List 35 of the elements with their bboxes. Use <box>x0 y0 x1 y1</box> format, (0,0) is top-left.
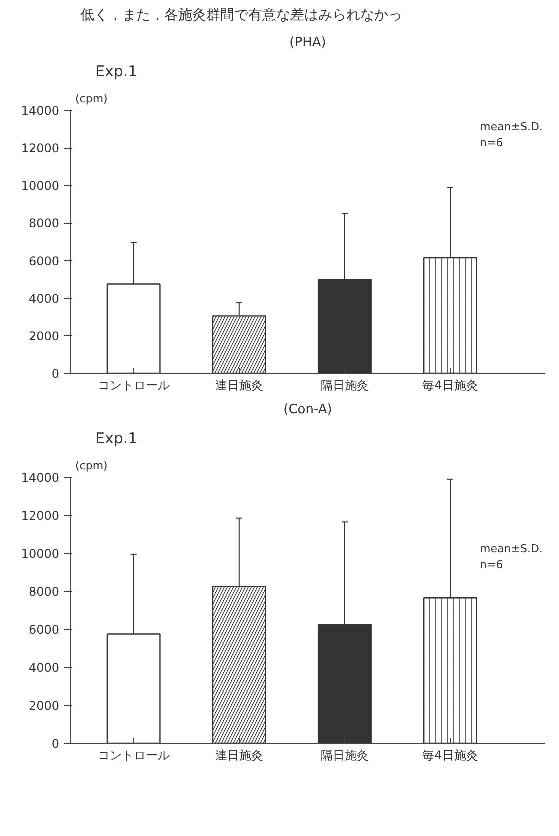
x-tick-label: 毎4日施灸 <box>422 378 478 392</box>
x-tick-label: コントロール <box>98 748 170 762</box>
y-axis-title: (cpm) <box>76 92 108 106</box>
annotation: mean±S.D. <box>480 542 543 556</box>
chart-title: (Con-A) <box>284 402 332 418</box>
y-tick-label: 0 <box>52 737 60 751</box>
y-tick-label: 10000 <box>21 179 60 194</box>
x-tick-label: 隔日施灸 <box>320 748 369 762</box>
x-tick-label: コントロール <box>98 378 170 392</box>
x-tick-label: 連日施灸 <box>215 378 264 392</box>
y-tick-label: 4000 <box>28 292 60 306</box>
y-tick-label: 2000 <box>28 699 60 713</box>
y-tick-label: 14000 <box>21 471 60 485</box>
y-tick-label: 8000 <box>28 585 60 599</box>
y-tick-label: 6000 <box>28 254 60 268</box>
y-tick-label: 12000 <box>21 142 60 156</box>
x-tick-label: 隔日施灸 <box>320 378 369 392</box>
y-tick-label: 14000 <box>21 104 60 118</box>
y-tick-label: 12000 <box>21 509 60 523</box>
annotation: n=6 <box>480 558 504 572</box>
y-tick-label: 0 <box>52 367 60 381</box>
y-tick-label: 4000 <box>28 661 60 675</box>
chart-subtitle: Exp.1 <box>96 430 138 448</box>
x-tick-label: 毎4日施灸 <box>422 748 478 762</box>
y-tick-label: 8000 <box>28 216 60 231</box>
x-tick-label: 連日施灸 <box>215 748 264 762</box>
y-tick-label: 6000 <box>28 623 60 637</box>
annotation: n=6 <box>480 136 504 150</box>
y-tick-label: 10000 <box>21 547 60 561</box>
y-axis-title: (cpm) <box>76 460 108 472</box>
text: 低く，また，各施灸群間で有意な差はみられなかっ <box>80 8 402 24</box>
chart-subtitle: Exp.1 <box>96 62 138 80</box>
chart-title: (PHA) <box>290 36 326 50</box>
y-tick-label: 2000 <box>28 329 60 344</box>
annotation: mean±S.D. <box>480 120 543 134</box>
